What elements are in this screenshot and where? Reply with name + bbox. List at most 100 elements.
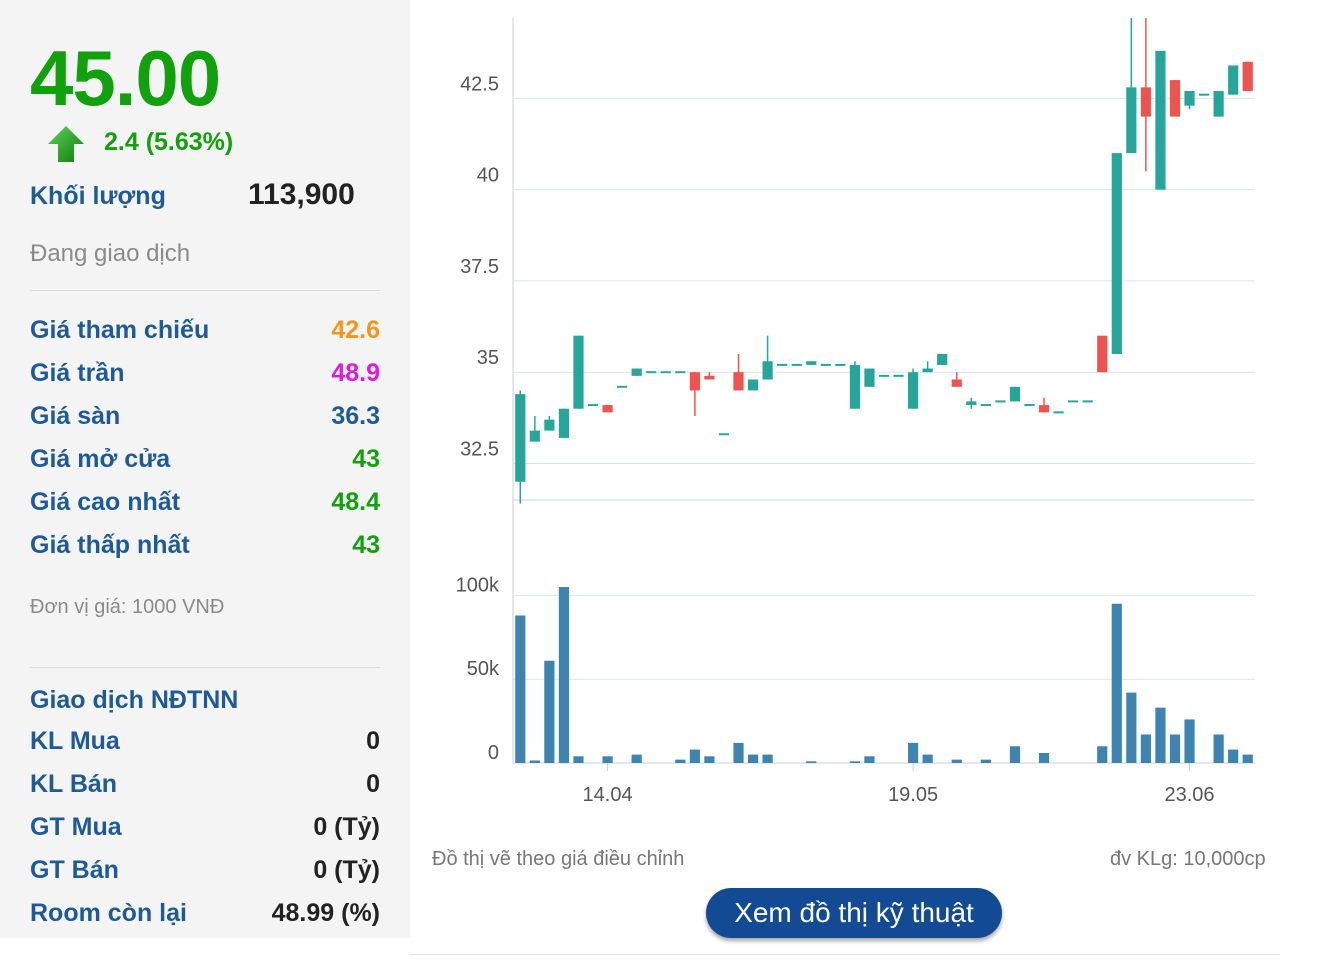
candle-body [602,405,613,413]
foreign-label: GT Mua [30,813,122,841]
candle-body [937,353,948,365]
adjusted-price-note: Đồ thị vẽ theo giá điều chỉnh [432,848,685,870]
foreign-row: KL Mua 0 [30,727,380,761]
candle-body [704,375,715,380]
candle-body [1155,50,1166,190]
candle-body [1024,404,1035,407]
price-value: 48.9 [331,359,380,387]
candle-body [1198,93,1210,96]
volume-tick-label: 0 [488,742,499,764]
candle [704,372,715,380]
candle [660,371,671,374]
volume-bar [1184,719,1195,763]
candle-body [558,408,570,438]
candle [864,368,875,387]
x-tick-label: 14.04 [583,784,633,806]
divider [30,290,380,291]
price-row: Giá sàn 36.3 [30,402,380,436]
candle [1228,65,1239,95]
price-label: Giá cao nhất [30,488,181,516]
volume-bar [1140,734,1151,763]
candle-body [908,372,919,409]
volume-bar [922,754,933,763]
unit-note: Đơn vị giá: 1000 VNĐ [30,596,225,618]
price-label: Giá sàn [30,402,121,430]
volume-bar [1126,692,1137,763]
candle-body [893,374,904,377]
candle [762,335,773,380]
candle-body [544,419,555,431]
price-row: Giá cao nhất 48.4 [30,488,380,522]
candle [1126,18,1137,154]
volume-bar [1097,746,1108,763]
volume-bar [1169,734,1181,763]
foreign-value: 0 (Tỷ) [313,813,380,841]
candle-body [995,400,1006,403]
price-tick-label: 37.5 [460,256,499,278]
foreign-value: 48.99 (%) [271,899,380,927]
price-label: Giá tham chiếu [30,316,210,344]
candle-body [922,368,933,373]
candle-body [1097,335,1108,373]
candle-body [660,371,671,374]
candle-body [806,361,817,365]
candle-body [777,363,788,366]
volume-bar [980,759,991,763]
candle-body [646,371,657,374]
candle [791,363,802,366]
foreign-row: GT Bán 0 (Tỷ) [30,856,380,890]
candle [1169,80,1181,117]
candle [1038,397,1050,413]
candle [1213,91,1224,117]
volume-bar [1213,734,1224,763]
candle-body [1242,61,1253,92]
candle [1053,411,1064,414]
volume-bar [529,760,540,763]
candle [1198,93,1210,96]
trading-status: Đang giao dịch [30,240,191,267]
volume-bar [1228,749,1239,763]
technical-chart-button[interactable]: Xem đồ thị kỹ thuật [706,888,1002,938]
volume-label: Khối lượng [30,182,166,210]
foreign-label: GT Bán [30,856,119,884]
candle [908,368,919,409]
candle [1111,153,1122,354]
candle-body [878,374,890,377]
candle-body [718,433,730,436]
volume-bar [1242,754,1253,763]
candle [980,404,991,407]
candle [1024,404,1035,407]
volume-bar [544,660,555,763]
volume-bar [602,756,613,763]
candle [718,433,730,436]
candle [951,372,962,387]
volume-bar [1038,752,1050,763]
candle [777,363,788,366]
volume-bar [951,759,962,763]
candle [646,371,657,374]
candle-body [966,401,977,406]
price-row: Giá thấp nhất 43 [30,531,380,565]
candle-body [1082,400,1093,403]
candle-body [529,430,540,442]
candle [631,368,642,376]
candle [878,374,890,377]
candle-body [1009,386,1021,402]
candle [747,379,759,391]
candle-body [864,368,875,387]
volume-bar [573,756,584,763]
volume-bar [675,759,686,763]
volume-bar [631,754,642,763]
price-label: Giá mở cửa [30,445,171,473]
price-label: Giá thấp nhất [30,531,190,559]
candle [937,353,948,365]
candle-body [1184,91,1195,106]
volume-bar [762,754,773,763]
candle [558,408,570,438]
candle [689,372,700,417]
foreign-value: 0 [366,727,380,755]
foreign-label: KL Mua [30,727,120,755]
candle [617,385,628,388]
volume-tick-label: 100k [456,574,500,596]
volume-bar [864,756,875,763]
